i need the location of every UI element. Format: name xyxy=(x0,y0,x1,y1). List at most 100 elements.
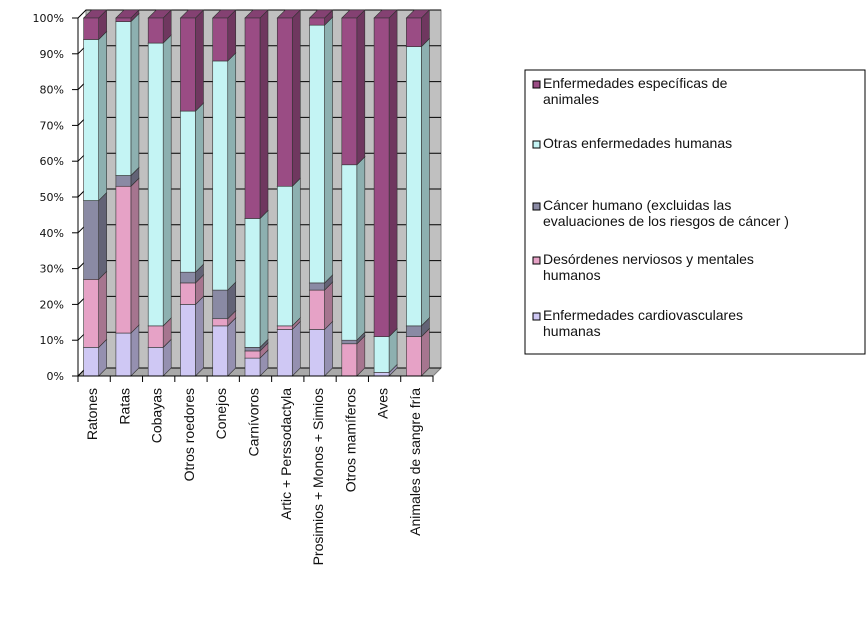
y-tick-label: 60% xyxy=(40,155,64,168)
bar-face xyxy=(83,39,99,201)
bar-segment xyxy=(341,156,366,341)
y-tick-label: 30% xyxy=(40,263,64,276)
bar-stack xyxy=(82,9,108,377)
y-tick-label: 90% xyxy=(40,48,64,61)
bar-face xyxy=(373,336,390,373)
bar-side xyxy=(259,9,269,220)
x-category-label: Aves xyxy=(375,388,391,419)
bar-face xyxy=(244,350,261,359)
bar-face xyxy=(180,110,196,273)
bar-face xyxy=(147,17,164,44)
legend-label: humanos xyxy=(543,267,601,283)
y-tick-label: 20% xyxy=(40,298,64,311)
bar-side xyxy=(291,320,301,377)
bar-segment xyxy=(82,338,108,377)
bar-face xyxy=(180,304,196,377)
bar-face xyxy=(341,17,358,166)
bar-face xyxy=(406,17,422,47)
bar-side xyxy=(356,156,366,341)
y-tick-label: 100% xyxy=(33,12,64,25)
bar-segment xyxy=(212,9,237,62)
legend-box xyxy=(524,69,866,355)
bar-face xyxy=(180,282,196,305)
bar-face xyxy=(212,289,229,320)
bar-stack xyxy=(308,9,334,377)
bar-face xyxy=(180,17,196,112)
bar-segment xyxy=(276,9,301,187)
x-category-label: Artic + Perssodactyla xyxy=(278,388,294,520)
bar-segment xyxy=(179,9,205,112)
bar-side xyxy=(291,9,301,187)
bar-segment xyxy=(115,177,140,334)
bar-face xyxy=(244,357,261,377)
bar-face xyxy=(83,279,99,348)
bar-face xyxy=(212,325,229,377)
bar-side xyxy=(195,9,204,112)
bar-side xyxy=(291,177,301,327)
bar-face xyxy=(83,347,99,377)
bar-face xyxy=(212,60,229,291)
bar-face xyxy=(115,175,132,187)
bar-face xyxy=(406,336,422,377)
bar-segment xyxy=(276,177,301,327)
bar-stack xyxy=(179,9,205,377)
bar-side xyxy=(195,295,204,377)
x-category-label: Otros mamíferos xyxy=(342,388,358,492)
bar-face xyxy=(147,325,164,348)
bar-face xyxy=(83,17,99,40)
bar-face xyxy=(212,318,229,327)
y-tick-label: 50% xyxy=(40,191,64,204)
x-category-label: Animales de sangre fría xyxy=(407,388,423,536)
bar-face xyxy=(276,325,293,330)
bar-segment xyxy=(405,37,431,327)
bar-face xyxy=(309,289,325,330)
legend-swatch xyxy=(532,312,541,321)
bar-face xyxy=(115,332,132,377)
bar-side xyxy=(195,102,204,273)
legend-swatch xyxy=(532,202,541,211)
x-category-label: Ratones xyxy=(84,388,100,440)
legend-label: Desórdenes nerviosos y mentales xyxy=(543,251,754,267)
legend-label: Otras enfermedades humanas xyxy=(543,135,732,151)
bar-face xyxy=(147,347,164,377)
bar-side xyxy=(227,9,237,62)
bar-segment xyxy=(212,52,237,291)
bar-face xyxy=(276,17,293,187)
bar-segment xyxy=(179,102,205,273)
bar-segment xyxy=(82,191,108,281)
bar-stack xyxy=(147,9,172,377)
legend-label: Enfermedades cardiovasculares xyxy=(543,307,743,323)
legend-item: Otras enfermedades humanas xyxy=(532,135,732,151)
bar-face xyxy=(115,17,132,22)
bar-side xyxy=(98,191,107,281)
bar-face xyxy=(276,329,293,377)
bar-side xyxy=(98,270,107,349)
bar-side xyxy=(130,12,140,177)
y-tick-label: 40% xyxy=(40,227,64,240)
bar-face xyxy=(309,17,325,26)
bar-face xyxy=(212,17,229,62)
bar-segment xyxy=(244,209,269,349)
legend-label: animales xyxy=(543,91,599,107)
bar-segment xyxy=(82,9,108,41)
bar-segment xyxy=(82,270,108,349)
bar-side xyxy=(130,324,140,377)
legend-item: Cáncer humano (excluidas lasevaluaciones… xyxy=(532,197,789,229)
bar-stack xyxy=(405,9,431,377)
bar-segment xyxy=(82,30,108,202)
bar-segment xyxy=(115,9,140,23)
bar-face xyxy=(83,200,99,280)
bar-segment xyxy=(115,12,140,177)
plot-area xyxy=(76,9,443,377)
bar-stack xyxy=(244,9,269,377)
bar-side xyxy=(227,317,237,377)
bar-face xyxy=(244,218,261,348)
bar-segment xyxy=(147,9,172,44)
bar-segment xyxy=(405,9,431,48)
y-tick-label: 10% xyxy=(40,334,64,347)
y-tick-label: 80% xyxy=(40,84,64,97)
bar-face xyxy=(309,329,325,377)
bar-face xyxy=(244,17,261,219)
